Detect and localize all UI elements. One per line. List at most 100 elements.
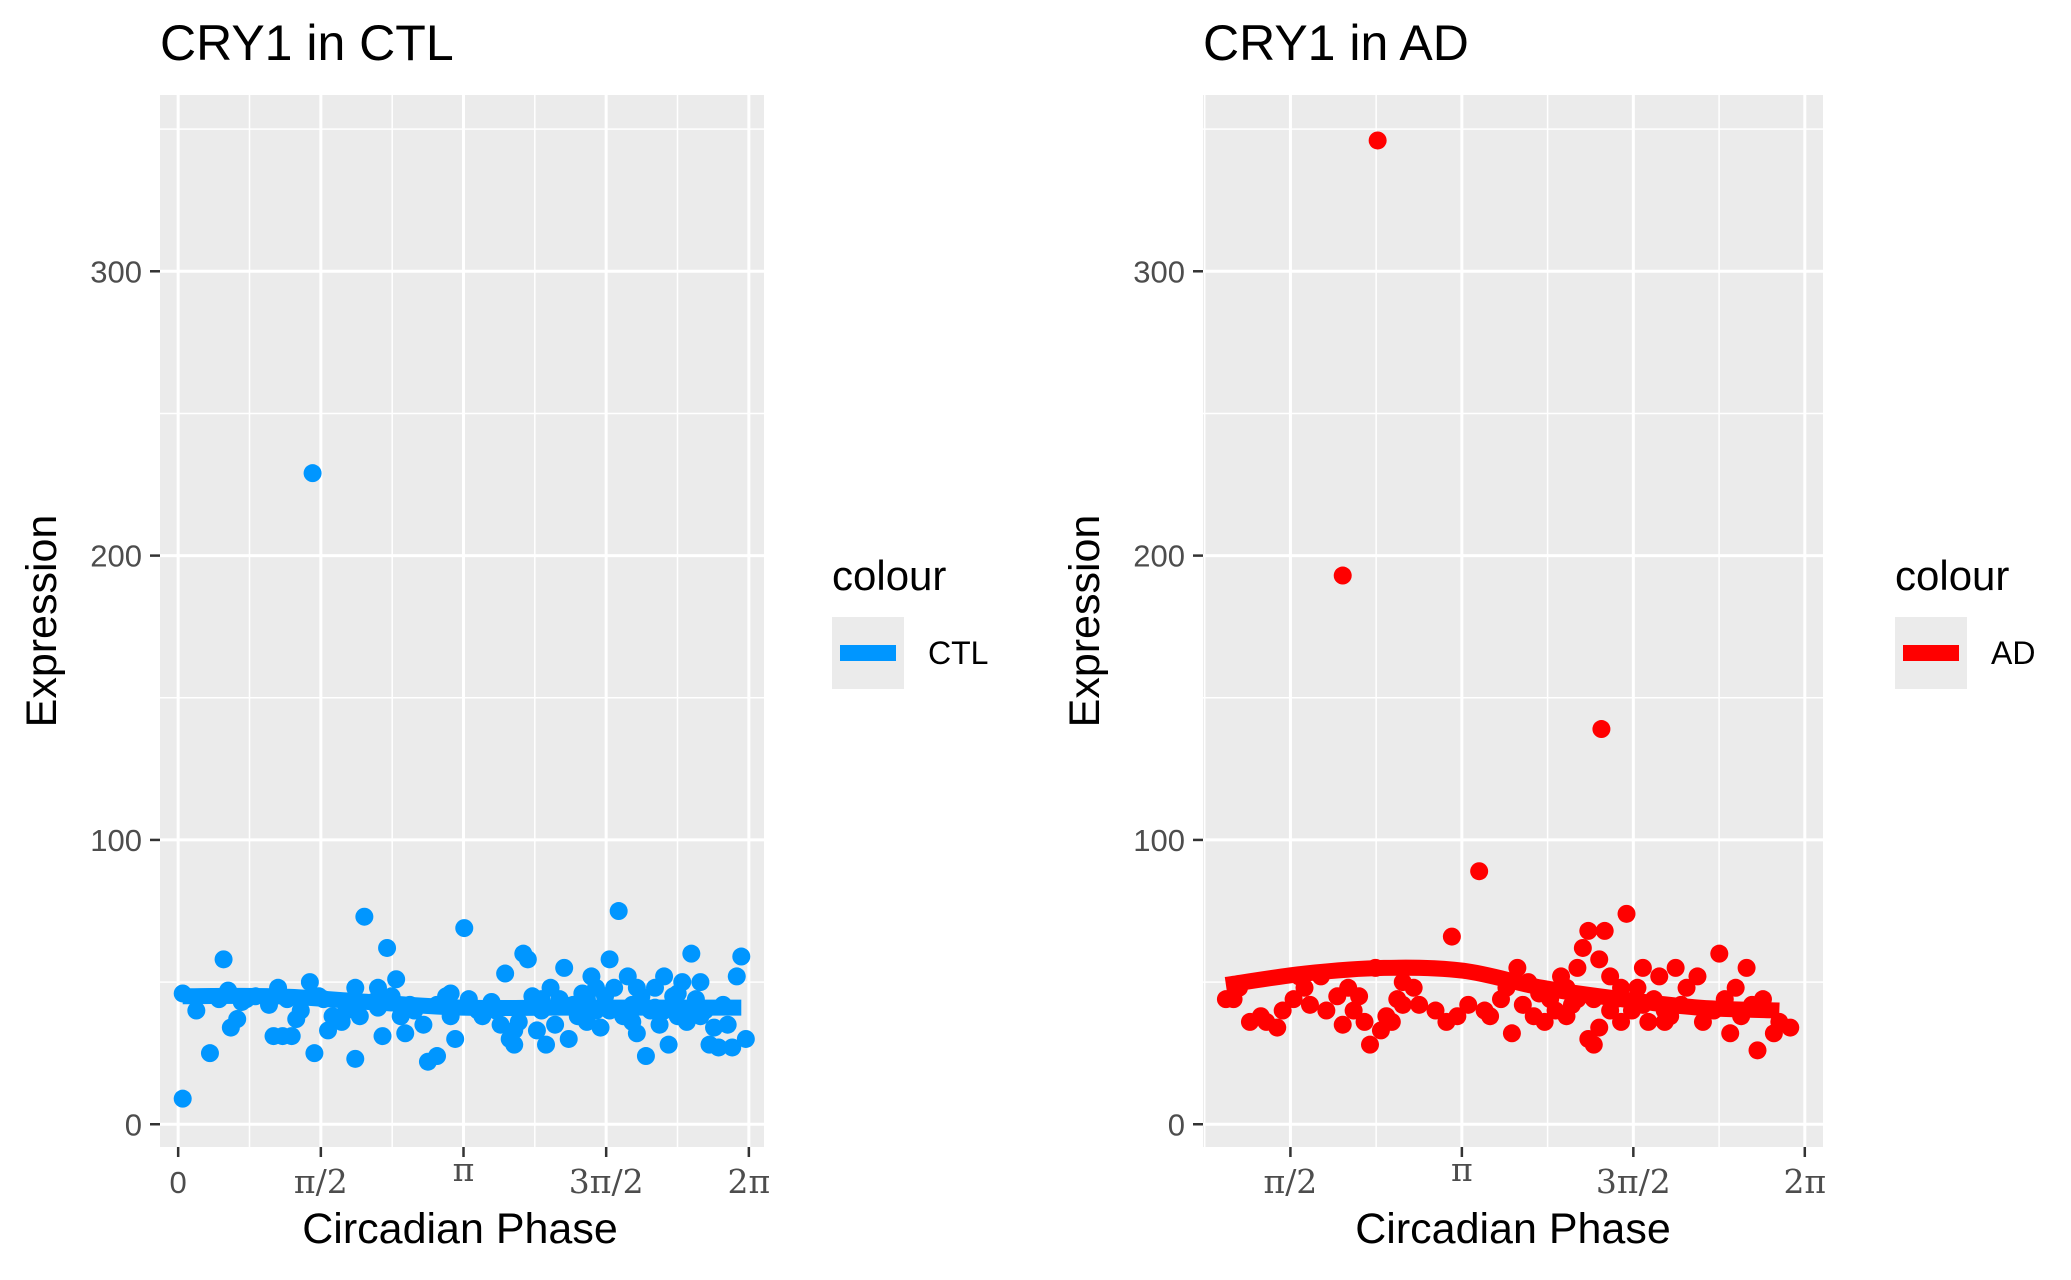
- data-point: [496, 964, 515, 983]
- data-point: [691, 973, 710, 992]
- x-axis-title: Circadian Phase: [1355, 1205, 1671, 1253]
- data-point: [518, 950, 537, 969]
- data-point: [305, 1044, 324, 1063]
- data-point: [668, 984, 687, 1003]
- data-point: [1513, 995, 1532, 1014]
- data-point: [200, 1044, 219, 1063]
- data-point: [1557, 1007, 1576, 1026]
- data-point: [1748, 1041, 1767, 1060]
- data-point: [455, 919, 474, 938]
- legend: colour AD: [1895, 552, 2035, 689]
- data-point: [1666, 958, 1685, 977]
- data-point: [319, 1021, 338, 1040]
- data-point: [1448, 1007, 1467, 1026]
- data-point: [282, 1027, 301, 1046]
- data-point: [1721, 1024, 1740, 1043]
- data-point: [1688, 967, 1707, 986]
- data-point: [655, 967, 674, 986]
- data-point: [1579, 921, 1598, 940]
- trend-line: [1224, 959, 1780, 1019]
- data-point: [1612, 1012, 1631, 1031]
- data-point: [1268, 1018, 1287, 1037]
- chart-title: CRY1 in AD: [1203, 15, 1469, 71]
- data-point: [187, 1001, 206, 1020]
- data-point: [591, 1018, 610, 1037]
- trend-line: [182, 987, 742, 1017]
- data-point: [546, 1015, 565, 1034]
- x-tick-label: 3π/2: [1596, 1162, 1671, 1201]
- data-point: [1677, 978, 1696, 997]
- data-point: [1590, 950, 1609, 969]
- data-point: [1584, 1035, 1603, 1054]
- legend-label: AD: [1991, 635, 2035, 671]
- x-tick-label: π/2: [1264, 1162, 1318, 1201]
- data-point: [214, 950, 233, 969]
- data-point: [1317, 1001, 1336, 1020]
- data-point: [605, 978, 624, 997]
- data-point: [1726, 978, 1745, 997]
- data-point: [1639, 1012, 1658, 1031]
- data-point: [1502, 1024, 1521, 1043]
- data-point: [396, 1024, 415, 1043]
- y-tick-label: 300: [1133, 254, 1185, 289]
- data-point: [736, 1029, 755, 1048]
- data-point: [1781, 1018, 1800, 1037]
- data-point: [718, 1015, 737, 1034]
- data-point: [300, 973, 319, 992]
- data-point: [609, 902, 628, 921]
- x-tick-label: π/2: [294, 1162, 348, 1201]
- data-point: [1628, 978, 1647, 997]
- data-point: [1470, 862, 1489, 881]
- data-point: [1344, 1001, 1363, 1020]
- data-point: [1633, 958, 1652, 977]
- data-point: [355, 907, 374, 926]
- data-point: [505, 1035, 524, 1054]
- data-point: [441, 984, 460, 1003]
- data-point: [537, 1035, 556, 1054]
- data-point: [1693, 1012, 1712, 1031]
- data-point: [1601, 967, 1620, 986]
- data-point: [332, 1012, 351, 1031]
- data-point: [559, 1029, 578, 1048]
- data-point: [428, 1047, 447, 1066]
- legend-key-point: [860, 645, 876, 661]
- data-point: [650, 1015, 669, 1034]
- legend-key-point: [1923, 645, 1939, 661]
- x-axis-title: Circadian Phase: [302, 1205, 618, 1253]
- data-point: [1333, 1015, 1352, 1034]
- data-point: [1393, 995, 1412, 1014]
- legend-label: CTL: [928, 635, 988, 671]
- data-point: [555, 958, 574, 977]
- data-point: [387, 970, 406, 989]
- data-point: [1568, 958, 1587, 977]
- data-point: [636, 1047, 655, 1066]
- data-point: [378, 938, 397, 957]
- data-point: [1590, 1018, 1609, 1037]
- data-point: [1300, 995, 1319, 1014]
- data-point: [1382, 1012, 1401, 1031]
- x-tick-label: 2π: [1783, 1162, 1826, 1201]
- data-point: [1508, 958, 1527, 977]
- data-point: [709, 1038, 728, 1057]
- data-point: [173, 1089, 192, 1108]
- data-point: [705, 1018, 724, 1037]
- data-point: [303, 464, 322, 483]
- data-point: [1481, 1007, 1500, 1026]
- data-point: [727, 967, 746, 986]
- data-point: [677, 1012, 696, 1031]
- data-point: [723, 1038, 742, 1057]
- axis-ticks: 0 100 200 300 π/2 π 3π/2 2π: [1133, 254, 1826, 1201]
- data-point: [1535, 1012, 1554, 1031]
- data-point: [1410, 995, 1429, 1014]
- data-point: [623, 1012, 642, 1031]
- y-tick-label: 100: [90, 823, 142, 858]
- y-tick-label: 300: [90, 254, 142, 289]
- data-point: [1655, 1012, 1674, 1031]
- data-point: [373, 1027, 392, 1046]
- data-point: [1355, 1012, 1374, 1031]
- data-point: [491, 1015, 510, 1034]
- data-point: [527, 1021, 546, 1040]
- data-point: [414, 1015, 433, 1034]
- data-point: [1350, 987, 1369, 1006]
- data-point: [1333, 566, 1352, 585]
